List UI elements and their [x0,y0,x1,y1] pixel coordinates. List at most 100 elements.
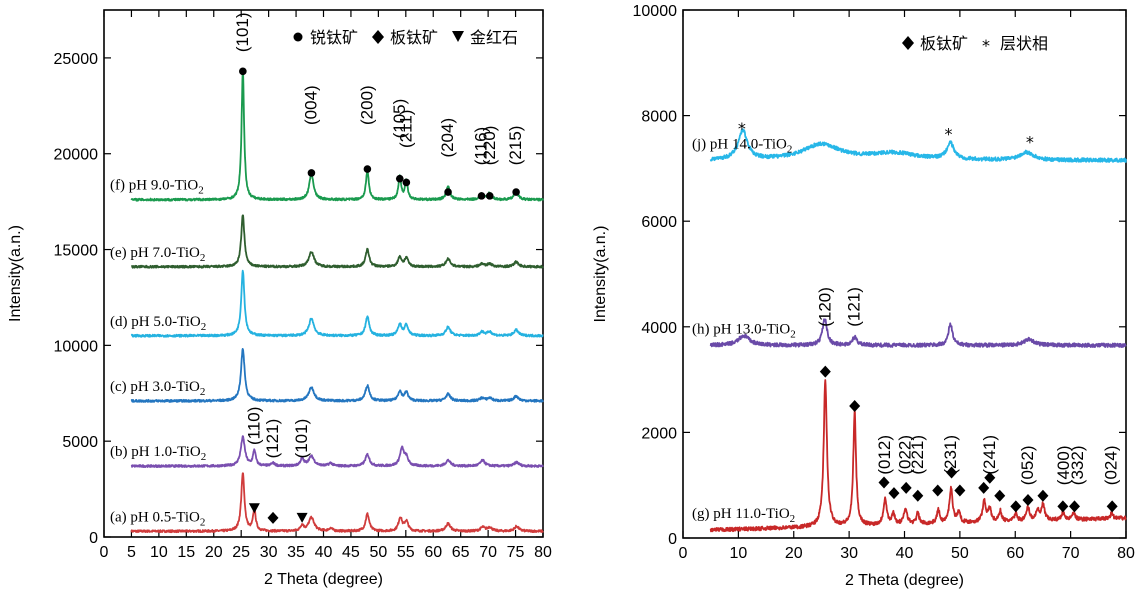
xrd-series-line [130,214,544,269]
legend-diamond-marker [372,30,384,44]
brookite-marker [819,365,831,378]
miller-index-label: (110) [244,407,263,445]
miller-index-label: (022) [896,435,915,475]
series-label: (d) pH 5.0-TiO2 [110,314,206,333]
x-tick-label: 10 [729,545,747,562]
x-axis-label: 2 Theta (degree) [264,571,383,588]
x-tick-label: 70 [1062,545,1080,562]
legend-star-marker: * [982,36,990,55]
y-tick-label: 5000 [62,434,98,451]
brookite-marker [954,484,966,497]
miller-index-label: (215) [506,126,525,166]
x-tick-label: 20 [205,544,223,561]
y-tick-label: 25000 [54,51,99,68]
miller-index-label: (220) [480,126,499,166]
x-tick-label: 5 [127,544,136,561]
series-label: (h) pH 13.0-TiO2 [692,321,796,340]
anatase-marker [477,192,486,200]
brookite-marker [1057,500,1069,513]
y-tick-label: 8000 [641,109,677,126]
xrd-series-line [130,472,544,534]
x-tick-label: 50 [369,544,387,561]
x-tick-label: 0 [679,545,688,562]
xrd-series-line [130,269,544,338]
xrd-series-line [130,435,544,468]
brookite-marker [900,481,912,494]
series-label: (b) pH 1.0-TiO2 [110,444,206,463]
y-tick-label: 2000 [641,425,677,442]
x-tick-label: 70 [479,544,497,561]
brookite-marker [1069,500,1081,513]
series-label: (g) pH 11.0-TiO2 [692,506,795,525]
series-label: (f) pH 9.0-TiO2 [110,178,204,197]
brookite-marker [978,481,990,494]
y-tick-label: 0 [668,531,677,548]
miller-index-label: (400) [1054,446,1073,486]
series-label: (j) pH 14.0-TiO2 [692,136,792,155]
series-label: (c) pH 3.0-TiO2 [110,379,205,398]
legend-diamond-marker [902,36,914,50]
brookite-marker [849,400,861,412]
x-tick-label: 50 [951,545,969,562]
legend-circle-marker [293,32,303,42]
miller-index-label: (241) [980,435,999,475]
rutile-marker [296,512,308,523]
anatase-marker [239,67,247,76]
xrd-series-line [130,70,544,202]
layered-phase-marker: * [1026,132,1034,151]
miller-index-label: (052) [1018,446,1037,486]
brookite-marker [994,489,1006,502]
x-tick-label: 60 [424,544,442,561]
legend-label: 锐钛矿 [310,28,358,47]
miller-index-label: (101) [233,12,252,52]
miller-index-label: (121) [263,419,282,459]
x-tick-label: 75 [507,544,525,561]
rutile-marker [248,503,260,514]
x-tick-label: 20 [785,545,803,562]
y-tick-label: 4000 [641,320,677,337]
xrd-series-line [709,379,1127,533]
x-tick-label: 80 [534,544,552,561]
miller-index-label: (121) [845,287,864,327]
brookite-marker [888,487,900,500]
y-tick-label: 15000 [54,243,99,260]
y-tick-label: 0 [89,530,98,547]
legend-label: 板钛矿 [390,28,438,47]
xrd-series-line [709,318,1127,348]
layered-phase-marker: * [738,119,746,138]
miller-index-label: (116) [472,127,491,165]
anatase-marker [512,188,520,196]
anatase-marker [402,178,411,187]
miller-index-label: (024) [1102,446,1121,486]
legend-triangle-marker [452,31,464,42]
brookite-marker [946,466,958,479]
miller-index-label: (105) [390,99,409,139]
miller-index-label: (200) [357,85,376,125]
anatase-marker [444,188,452,196]
x-tick-label: 80 [1117,545,1135,562]
brookite-marker [267,511,279,524]
series-label: (e) pH 7.0-TiO2 [110,245,205,264]
miller-index-label: (012) [875,435,894,475]
brookite-marker [932,484,944,497]
xrd-series-line [130,348,544,403]
legend-label: 板钛矿 [920,34,968,53]
y-tick-label: 20000 [54,147,99,164]
layered-phase-marker: * [944,124,952,143]
x-tick-label: 65 [452,544,470,561]
right-chart-panel: 0 10 20 30 40 50 60 70 80 0 2000 4000 6000 8000 10000 2… [592,3,1135,589]
x-tick-label: 55 [397,544,415,561]
miller-index-label: (204) [438,118,457,158]
miller-index-label: (004) [301,85,320,125]
anatase-marker [485,192,494,200]
x-tick-label: 25 [232,544,250,561]
brookite-marker [912,489,924,502]
miller-index-label: (332) [1068,446,1087,486]
x-tick-label: 45 [342,544,360,561]
miller-index-label: (120) [815,287,834,327]
y-axis-label: Intensity(a.n.) [7,225,24,322]
legend-label: 层状相 [1000,34,1048,53]
miller-index-label: (211) [396,110,415,148]
left-chart-panel: 0 5 10 15 20 25 30 35 40 45 50 55 60 65 70 75 80 0 5000 100… [7,9,552,588]
anatase-marker [363,165,372,173]
